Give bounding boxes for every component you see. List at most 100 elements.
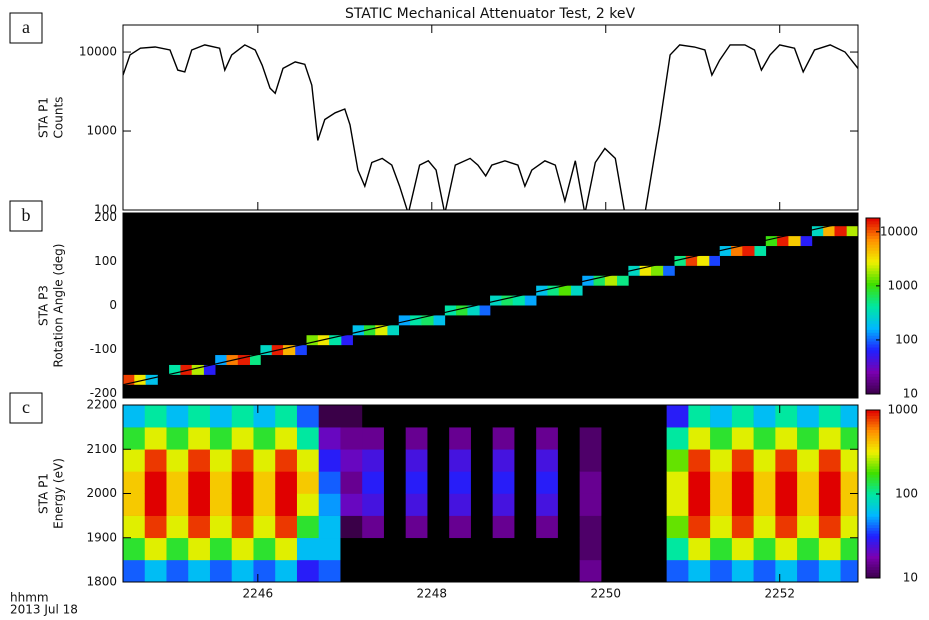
- heat-cell: [579, 537, 602, 561]
- heat-cell: [536, 405, 559, 428]
- heat-cell: [253, 515, 276, 539]
- colorbar-swatch: [866, 558, 880, 562]
- heat-cell: [363, 325, 376, 336]
- y-tick-label: -100: [90, 342, 117, 356]
- heat-cell: [601, 559, 624, 582]
- heat-cell: [144, 537, 167, 561]
- heat-cell: [383, 537, 406, 561]
- heat-cell: [623, 493, 646, 516]
- heat-cell: [470, 537, 493, 561]
- colorbar-swatch: [866, 264, 880, 269]
- heat-cell: [514, 427, 537, 450]
- heat-cell: [601, 493, 624, 516]
- heat-cell: [134, 374, 146, 385]
- y-tick-label: 1000: [86, 124, 117, 138]
- heat-cell: [166, 559, 189, 582]
- colorbar-swatch: [866, 320, 880, 324]
- colorbar-swatch: [866, 536, 880, 540]
- heat-cell: [623, 537, 646, 561]
- heat-cell: [492, 515, 515, 539]
- time-label: hhmm: [10, 591, 49, 605]
- heat-cell: [191, 364, 205, 375]
- heat-cell: [449, 515, 472, 539]
- y-axis-label: STA P1: [37, 97, 51, 138]
- heat-cell: [840, 537, 858, 561]
- heat-cell: [775, 471, 798, 494]
- colorbar-swatch: [866, 449, 880, 453]
- heat-cell: [275, 405, 298, 428]
- heat-cell: [231, 493, 254, 516]
- y-axis-label: STA P3: [37, 285, 51, 326]
- heat-cell: [846, 226, 858, 237]
- heat-cell: [296, 559, 320, 582]
- heat-cell: [697, 255, 710, 266]
- colorbar-swatch: [866, 527, 880, 531]
- heat-cell: [260, 345, 273, 356]
- heat-cell: [742, 246, 755, 256]
- panel-label-box: [9, 392, 43, 424]
- heat-cell: [449, 427, 472, 450]
- heat-cell: [775, 449, 798, 472]
- heat-cell: [601, 449, 624, 472]
- x-tick-label: 2246: [243, 587, 274, 601]
- heat-cell: [501, 295, 513, 306]
- heat-cell: [275, 427, 298, 450]
- heat-cell: [296, 493, 320, 516]
- heat-cell: [797, 427, 820, 450]
- colorbar-swatch: [866, 410, 880, 414]
- heat-cell: [710, 449, 733, 472]
- y-tick-label: 100: [94, 203, 117, 217]
- colorbar-swatch: [866, 218, 880, 222]
- heat-cell: [275, 515, 298, 539]
- heat-cell: [209, 471, 233, 494]
- heat-cell: [818, 493, 841, 516]
- heat-cell: [275, 449, 298, 472]
- heat-cell: [492, 537, 515, 561]
- colorbar-swatch: [866, 276, 880, 280]
- heat-cell: [253, 427, 276, 450]
- heat-cell: [188, 515, 211, 539]
- colorbar-swatch: [866, 488, 880, 492]
- heat-cell: [663, 265, 675, 276]
- heat-cell: [579, 471, 602, 494]
- heat-cell: [557, 405, 580, 428]
- heat-cell: [644, 427, 667, 450]
- colorbar-label: 1000: [887, 403, 918, 417]
- heat-cell: [123, 449, 146, 472]
- heat-cell: [644, 471, 667, 494]
- colorbar-swatch: [866, 297, 880, 301]
- heat-cell: [340, 471, 363, 494]
- heat-cell: [427, 449, 450, 472]
- heat-cell: [557, 515, 580, 539]
- heat-cell: [296, 537, 320, 561]
- colorbar-swatch: [866, 352, 880, 357]
- colorbar-swatch: [866, 533, 880, 537]
- heat-cell: [557, 427, 580, 450]
- colorbar-swatch: [866, 385, 880, 389]
- heat-cell: [145, 374, 159, 385]
- colorbar-swatch: [866, 273, 880, 278]
- colorbar-swatch: [866, 238, 880, 242]
- heat-cell: [383, 427, 406, 450]
- heat-cell: [818, 471, 841, 494]
- colorbar-swatch: [866, 279, 880, 283]
- heat-cell: [362, 471, 385, 494]
- y-tick-label: 1900: [86, 530, 117, 544]
- heat-cell: [340, 559, 363, 582]
- colorbar-swatch: [866, 350, 880, 354]
- heat-cell: [688, 427, 711, 450]
- heat-cell: [674, 255, 687, 266]
- heat-cell: [215, 355, 227, 365]
- heat-cell: [623, 515, 646, 539]
- heat-cell: [754, 246, 767, 256]
- heat-cell: [765, 236, 778, 247]
- heat-cell: [275, 559, 298, 582]
- colorbar-swatch: [866, 505, 880, 509]
- colorbar-swatch: [866, 522, 880, 526]
- heat-cell: [449, 493, 472, 516]
- colorbar-swatch: [866, 285, 880, 289]
- heat-cell: [666, 537, 689, 561]
- colorbar-swatch: [866, 253, 880, 257]
- heat-cell: [512, 295, 526, 306]
- heat-cell: [666, 515, 689, 539]
